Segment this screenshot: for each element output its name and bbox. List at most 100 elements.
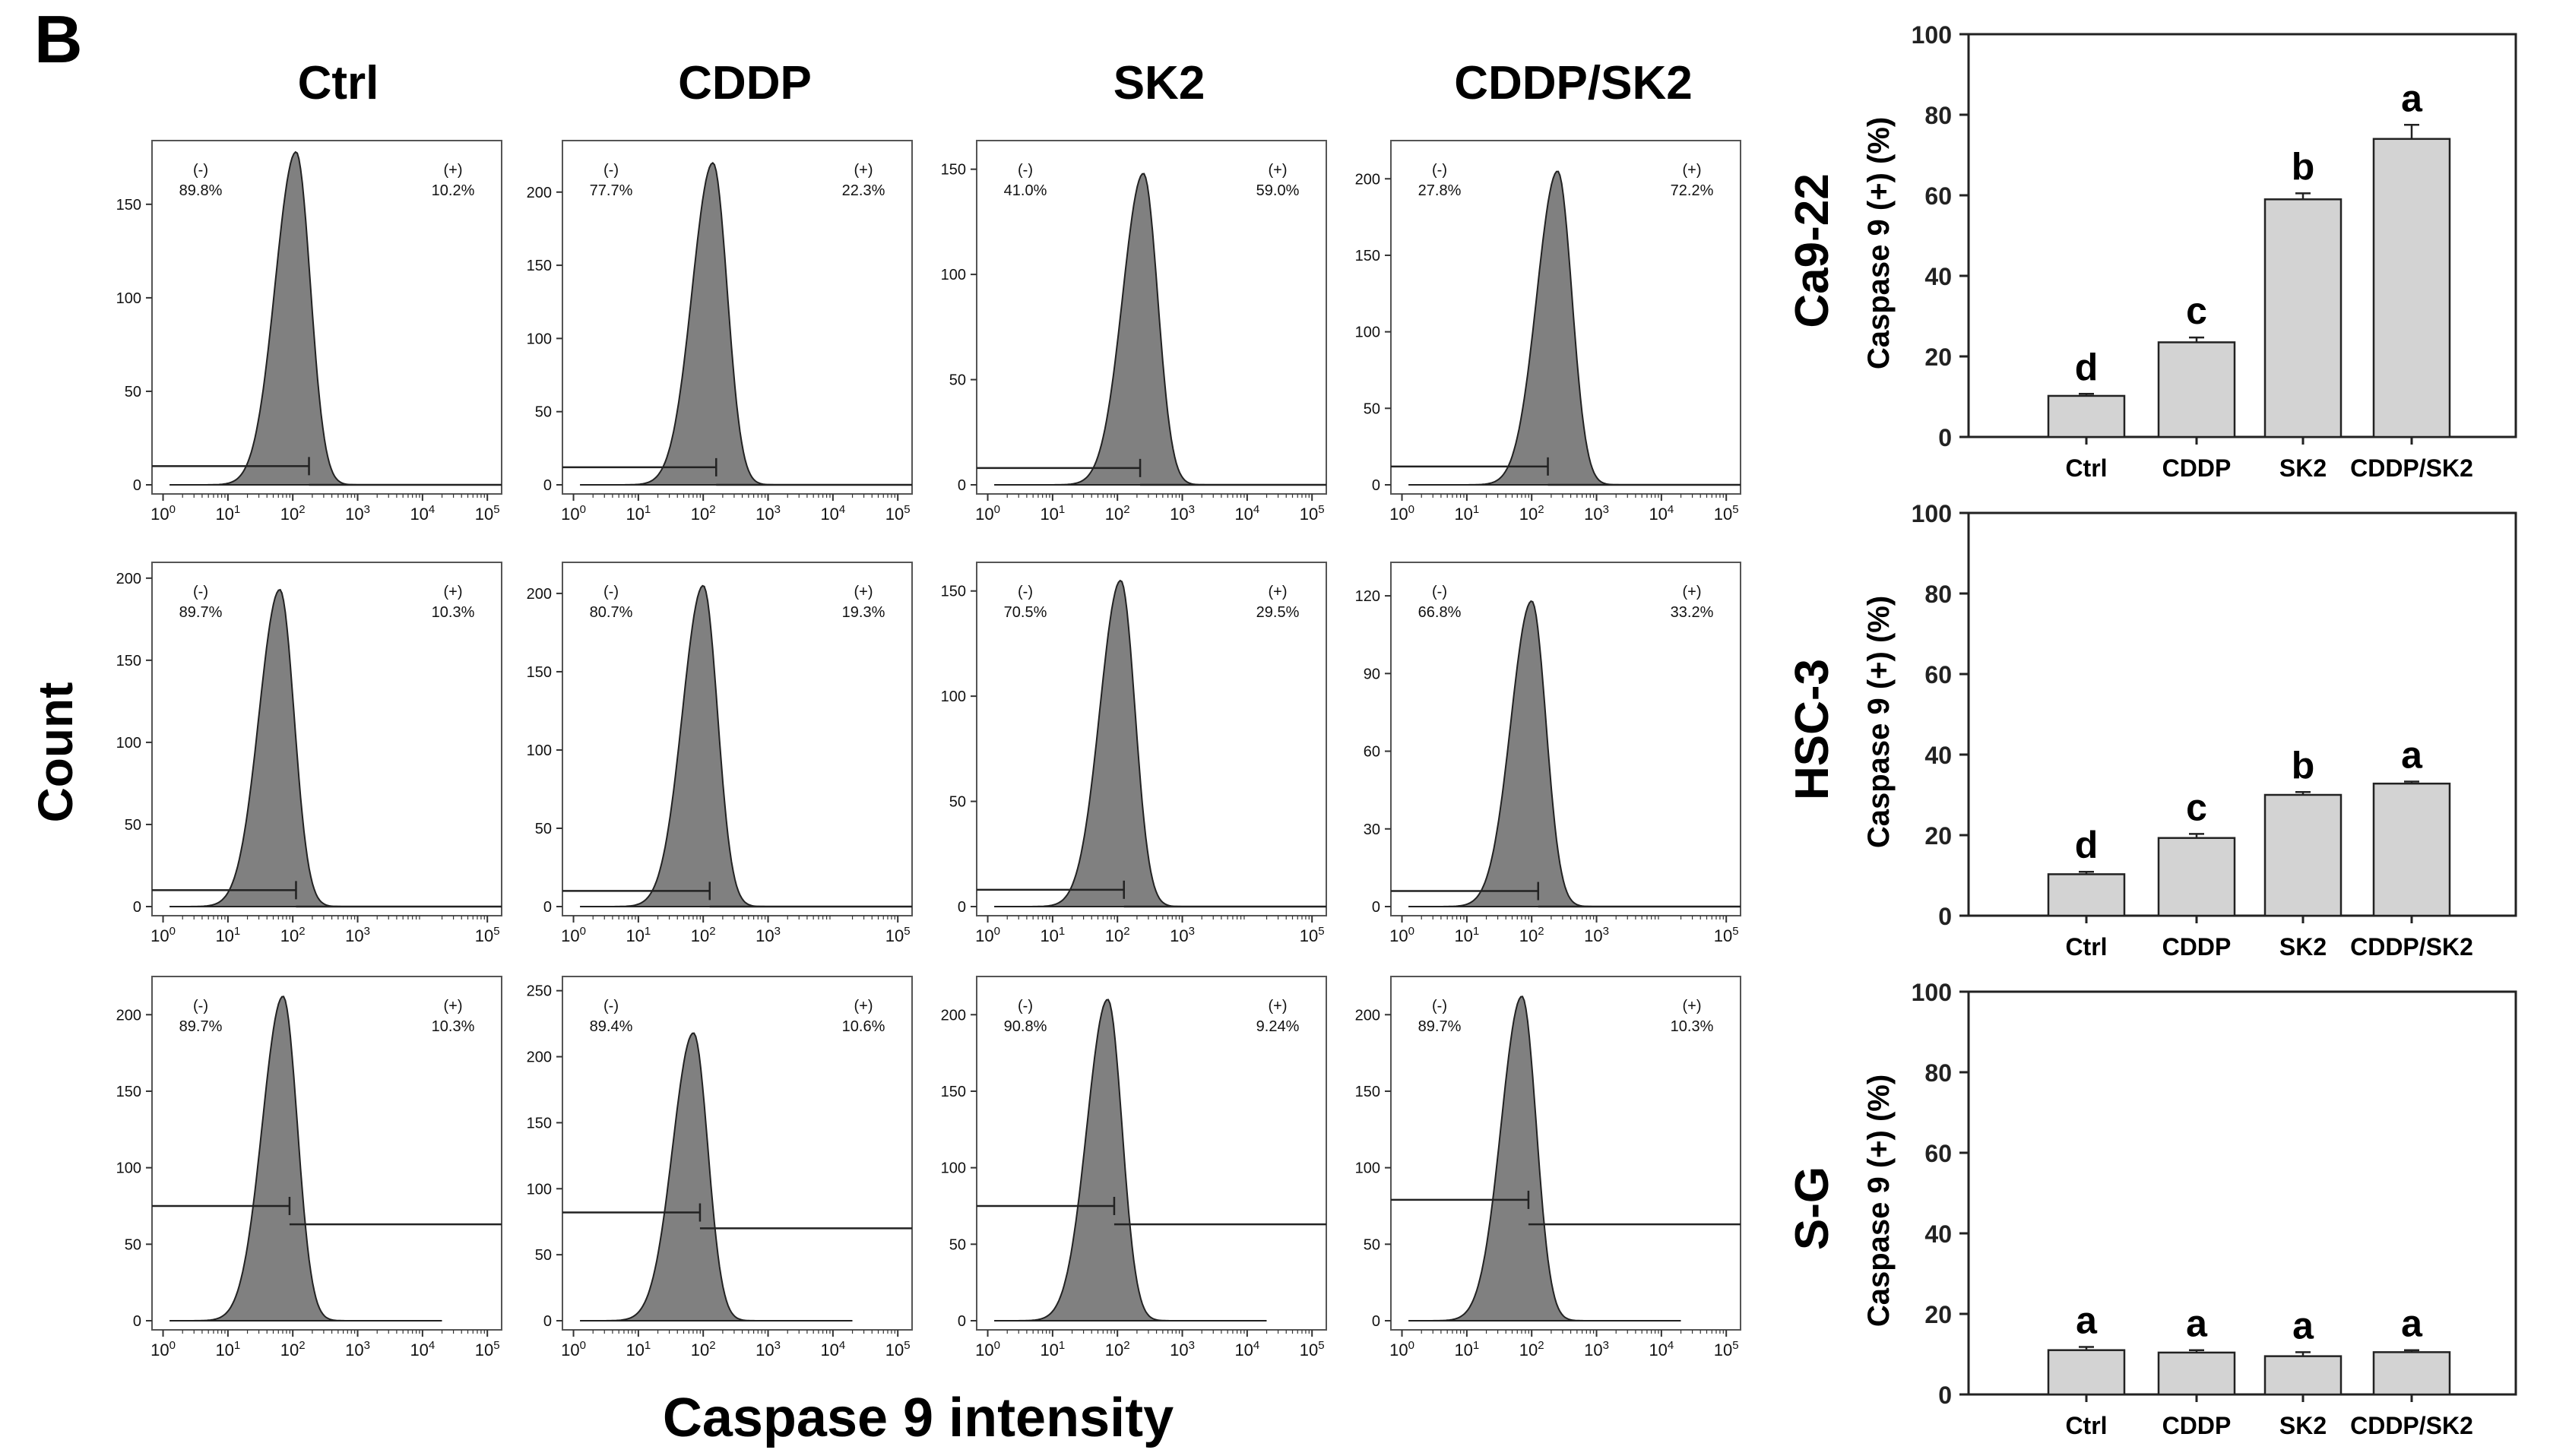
y-tick-label: 90: [1364, 666, 1380, 682]
x-tick-label: 105: [1300, 925, 1325, 945]
x-tick-label: 101: [1454, 1339, 1479, 1359]
y-tick-label: 80: [1924, 581, 1952, 608]
y-tick-label: 50: [949, 372, 966, 389]
y-axis-label: Caspase 9 (+) (%): [1862, 596, 1896, 848]
x-tick-label: 100: [150, 1339, 176, 1359]
y-tick-label: 50: [1364, 400, 1380, 417]
x-tick-label: 104: [1649, 1339, 1674, 1359]
y-tick-label: 100: [116, 735, 141, 752]
y-tick-label: 0: [133, 899, 141, 916]
y-tick-label: 100: [1355, 1160, 1380, 1177]
bar-chart-hsc-3: HSC-3 Caspase 9 (+) (%) 0 20 40 60 80 100 d Ctrl c…: [1786, 500, 2517, 961]
y-tick-label: 40: [1924, 742, 1952, 769]
x-tick-label: 101: [215, 503, 240, 524]
bar-sk2: [2263, 1355, 2343, 1396]
bar-chart-s-g: S-G Caspase 9 (+) (%) 0 20 40 60 80 100 a Ctrl a CD…: [1786, 979, 2517, 1439]
gate-positive-marker: (+): [1683, 998, 1702, 1014]
gate-negative-percent: 89.7%: [179, 1018, 223, 1035]
x-tick-label: 102: [1105, 503, 1130, 524]
x-tick-label: 102: [280, 503, 306, 524]
gate-negative-marker: (-): [1018, 584, 1033, 600]
y-tick-label: 0: [958, 899, 966, 916]
x-tick-label: 102: [1519, 1339, 1544, 1359]
x-tick-label: 102: [280, 925, 306, 945]
significance-letter: d: [2075, 346, 2099, 388]
bar-chart-column: Ca9-22 Caspase 9 (+) (%) 0 20 40 60 80 100 d Ctrl…: [1786, 21, 2517, 1439]
x-tick-label: 102: [1105, 925, 1130, 945]
y-tick-label: 40: [1924, 1220, 1952, 1248]
significance-letter: a: [2292, 1304, 2314, 1347]
x-tick-label: 101: [215, 925, 240, 945]
x-tick-label: 103: [755, 925, 781, 945]
significance-letter: a: [2076, 1299, 2098, 1341]
x-tick-label: 105: [1300, 1339, 1325, 1359]
histogram-s-g-sk2: (-) 90.8% (+) 9.24% 0 50 100 150 200 100 101 102 103…: [941, 976, 1327, 1359]
histogram-frame: [151, 976, 502, 1331]
gate-positive-percent: 72.2%: [1671, 182, 1714, 199]
x-tick-label: 104: [410, 503, 435, 524]
y-tick-label: 0: [543, 899, 552, 916]
x-tick-label: 101: [215, 1339, 240, 1359]
x-tick-label: 100: [1389, 1339, 1414, 1359]
y-tick-label: 50: [125, 1236, 141, 1253]
gate-negative-percent: 27.8%: [1418, 182, 1462, 199]
x-tick-label: 101: [626, 503, 651, 524]
bar-cddp: [2157, 1351, 2236, 1396]
bar-plot-frame: [1967, 511, 2517, 917]
y-tick-label: 20: [1924, 343, 1952, 371]
x-category-label: Ctrl: [2065, 933, 2107, 961]
x-tick-label: 103: [345, 925, 370, 945]
y-tick-label: 100: [941, 267, 966, 283]
histogram-ca9-22-cddp: (-) 77.7% (+) 22.3% 0 50 100 150 200 100 101 102 103…: [527, 140, 913, 524]
gate-negative-marker: (-): [1432, 584, 1447, 600]
histogram-ca9-22-cddp-sk2: (-) 27.8% (+) 72.2% 0 50 100 150 200 100 101 102 103…: [1355, 140, 1741, 524]
x-tick-label: 103: [1170, 925, 1195, 945]
y-axis-label: Caspase 9 (+) (%): [1862, 1075, 1896, 1327]
y-tick-label: 120: [1355, 588, 1380, 605]
x-tick-label: 105: [475, 503, 500, 524]
gate-negative-percent: 89.4%: [590, 1018, 633, 1035]
x-tick-label: 100: [1389, 503, 1414, 524]
significance-letter: b: [2292, 145, 2315, 188]
y-tick-label: 50: [535, 821, 552, 837]
y-tick-label: 200: [527, 586, 552, 603]
x-category-label: Ctrl: [2065, 454, 2107, 482]
x-tick-label: 101: [1040, 925, 1065, 945]
x-tick-label: 103: [1170, 1339, 1195, 1359]
significance-letter: c: [2186, 786, 2207, 828]
gate-negative-percent: 80.7%: [590, 604, 633, 621]
significance-letter: b: [2292, 744, 2315, 787]
x-tick-label: 100: [1389, 925, 1414, 945]
x-tick-label: 105: [1300, 503, 1325, 524]
gate-negative-percent: 89.8%: [179, 182, 223, 199]
y-tick-label: 200: [1355, 171, 1380, 188]
x-tick-label: 102: [691, 503, 716, 524]
gate-positive-percent: 59.0%: [1256, 182, 1300, 199]
y-tick-label: 100: [1912, 979, 1952, 1006]
x-tick-label: 102: [691, 925, 716, 945]
y-tick-label: 100: [941, 1160, 966, 1177]
y-tick-label: 200: [116, 571, 141, 587]
gate-positive-percent: 33.2%: [1671, 604, 1714, 621]
bar-ctrl: [2047, 1349, 2126, 1396]
gate-positive-marker: (+): [854, 162, 873, 179]
y-tick-label: 0: [1372, 899, 1380, 916]
histogram-area: [169, 995, 442, 1321]
y-tick-label: 200: [527, 1049, 552, 1066]
column-header-cddp: CDDP: [678, 57, 812, 109]
x-tick-label: 100: [975, 925, 1000, 945]
x-category-label: Ctrl: [2065, 1412, 2107, 1439]
gate-positive-percent: 22.3%: [842, 182, 885, 199]
y-tick-label: 150: [116, 197, 141, 214]
gate-negative-marker: (-): [193, 162, 208, 179]
x-category-label: CDDP/SK2: [2350, 933, 2473, 961]
gate-positive-marker: (+): [1269, 162, 1288, 179]
x-category-label: SK2: [2279, 454, 2327, 482]
column-header-ctrl: Ctrl: [298, 57, 379, 109]
histogram-frame: [151, 140, 502, 495]
y-tick-label: 100: [1912, 500, 1952, 527]
y-tick-label: 50: [949, 794, 966, 811]
y-tick-label: 150: [941, 1084, 966, 1100]
y-tick-label: 60: [1364, 744, 1380, 761]
gate-negative-percent: 77.7%: [590, 182, 633, 199]
